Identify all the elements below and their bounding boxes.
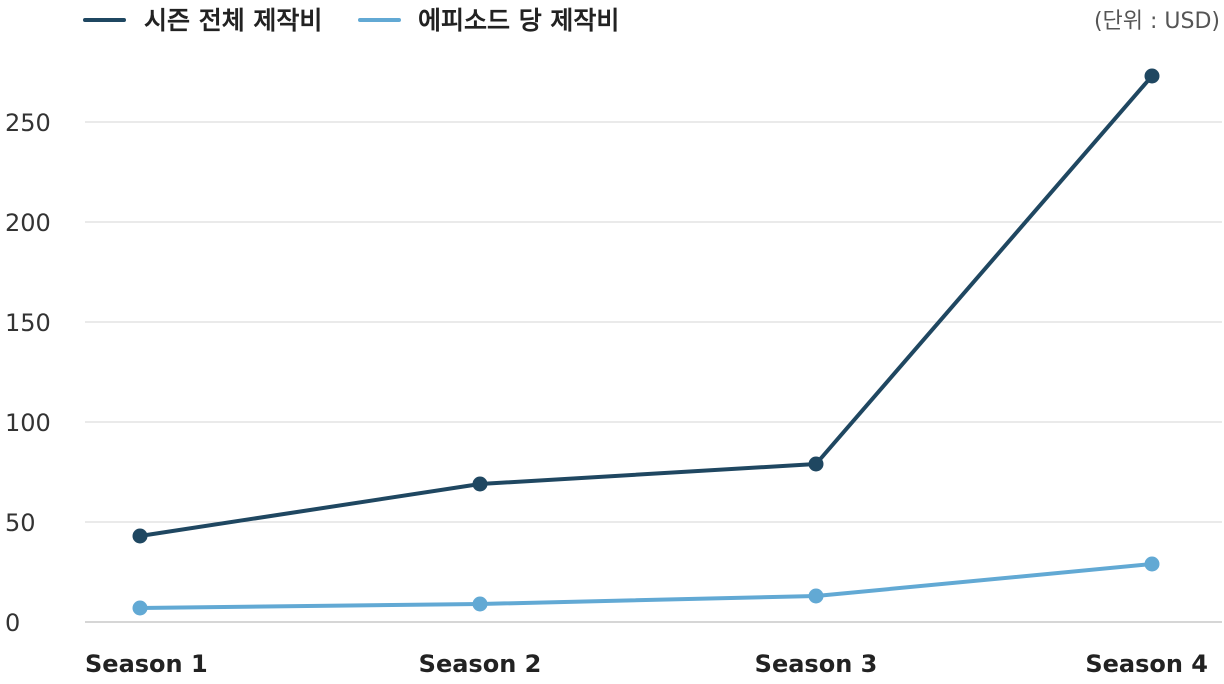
data-point [132,528,148,544]
series-0 [132,68,1160,544]
y-tick-label: 250 [5,109,51,137]
x-tick-label: Season 2 [419,650,542,678]
legend-item-season-total: 시즌 전체 제작비 [83,6,322,35]
series-line-1 [138,562,1154,610]
legend-label-season-total: 시즌 전체 제작비 [144,6,322,35]
legend-label-per-episode: 에피소드 당 제작비 [418,6,619,35]
legend: 시즌 전체 제작비 에피소드 당 제작비 [83,6,619,35]
x-tick-label: Season 4 [1085,650,1208,678]
series-1 [132,556,1160,616]
data-point [472,476,488,492]
y-tick-label: 100 [5,409,51,437]
y-tick-label: 200 [5,209,51,237]
x-axis-ticks: Season 1 Season 2 Season 3 Season 4 [85,650,1208,678]
data-point [132,600,148,616]
unit-label: (단위 : USD) [1094,9,1220,34]
series-line-0 [138,74,1154,538]
data-point [808,588,824,604]
x-tick-label: Season 3 [755,650,878,678]
data-point [808,456,824,472]
y-tick-label: 150 [5,309,51,337]
x-tick-label: Season 1 [85,650,208,678]
y-tick-label: 0 [5,609,20,637]
series-group [132,68,1160,616]
legend-item-per-episode: 에피소드 당 제작비 [358,6,619,35]
grid [85,121,1222,623]
data-point [472,596,488,612]
y-tick-label: 50 [5,509,36,537]
data-point [1144,556,1160,572]
data-point [1144,68,1160,84]
y-axis-ticks: 0 50 100 150 200 250 [5,109,51,637]
